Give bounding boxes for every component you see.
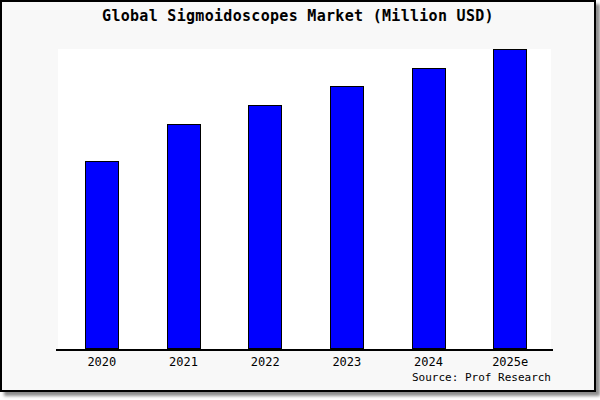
bar-2024: [412, 68, 446, 349]
x-tick-label-2024: 2024: [388, 355, 470, 369]
bar-slot-2022: [224, 49, 306, 349]
bar-slot-2023: [306, 49, 388, 349]
bar-2022: [248, 105, 282, 349]
x-tick-label-2021: 2021: [143, 355, 225, 369]
bar-2021: [167, 124, 201, 349]
x-tick-label-2025e: 2025e: [469, 355, 551, 369]
x-tick-label-2023: 2023: [306, 355, 388, 369]
bar-2023: [330, 86, 364, 349]
figure-frame: Global Sigmoidoscopes Market (Million US…: [0, 0, 596, 392]
x-tick-label-2020: 2020: [61, 355, 143, 369]
bar-2025e: [493, 49, 527, 349]
chart-title: Global Sigmoidoscopes Market (Million US…: [2, 7, 594, 25]
bars-row: [61, 49, 551, 349]
x-axis-line: [56, 349, 553, 351]
bar-2020: [85, 161, 119, 349]
bar-slot-2021: [143, 49, 225, 349]
bar-slot-2024: [388, 49, 470, 349]
bar-slot-2025e: [469, 49, 551, 349]
source-credit: Source: Prof Research: [412, 371, 551, 384]
page: { "figure": { "background": "#f8f8f8", "…: [0, 0, 600, 400]
bar-slot-2020: [61, 49, 143, 349]
x-tick-labels: 202020212022202320242025e: [61, 355, 551, 369]
plot-area: [58, 49, 551, 349]
x-tick-label-2022: 2022: [224, 355, 306, 369]
